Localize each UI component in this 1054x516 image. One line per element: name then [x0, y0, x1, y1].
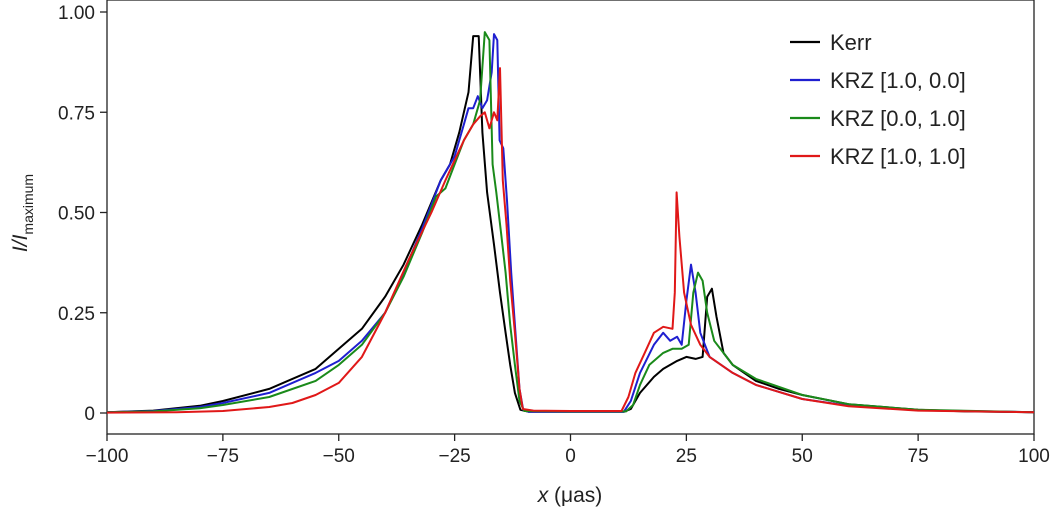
x-tick-label: 100 [1018, 446, 1050, 467]
y-tick-label: 0.75 [58, 103, 95, 124]
axes: −100 −75 −50 −25 0 25 50 75 100 0 0.25 0.50 0.75 1.00 [58, 0, 1050, 467]
series-line-krz-1-0-1-0 [106, 67, 1035, 414]
x-axis-label: x (μas) [537, 484, 603, 507]
plot-frame [106, 0, 1035, 435]
x-tick-label: −25 [439, 446, 471, 467]
x-tick-label: 75 [908, 446, 929, 467]
y-tick-label: 0 [84, 404, 95, 425]
legend-label: Kerr [830, 30, 872, 55]
legend-label: KRZ [0.0, 1.0] [830, 106, 966, 131]
legend-label: KRZ [1.0, 1.0] [830, 144, 966, 169]
legend-label: KRZ [1.0, 0.0] [830, 68, 966, 93]
series-lines [106, 31, 1035, 414]
x-tick-label: −75 [207, 446, 239, 467]
legend: Kerr KRZ [1.0, 0.0] KRZ [0.0, 1.0] KRZ [1.0… [790, 30, 966, 169]
x-tick-label: 0 [565, 446, 576, 467]
x-tick-label: 50 [792, 446, 813, 467]
y-axis-label: I/Imaximum [9, 174, 36, 252]
x-tick-label: −50 [323, 446, 355, 467]
y-tick-label: 0.50 [58, 204, 95, 225]
series-line-krz-0-0-1-0 [106, 31, 1035, 414]
x-tick-label: 25 [676, 446, 697, 467]
y-tick-label: 0.25 [58, 304, 95, 325]
x-tick-label: −100 [86, 446, 129, 467]
y-tick-label: 1.00 [58, 3, 95, 24]
